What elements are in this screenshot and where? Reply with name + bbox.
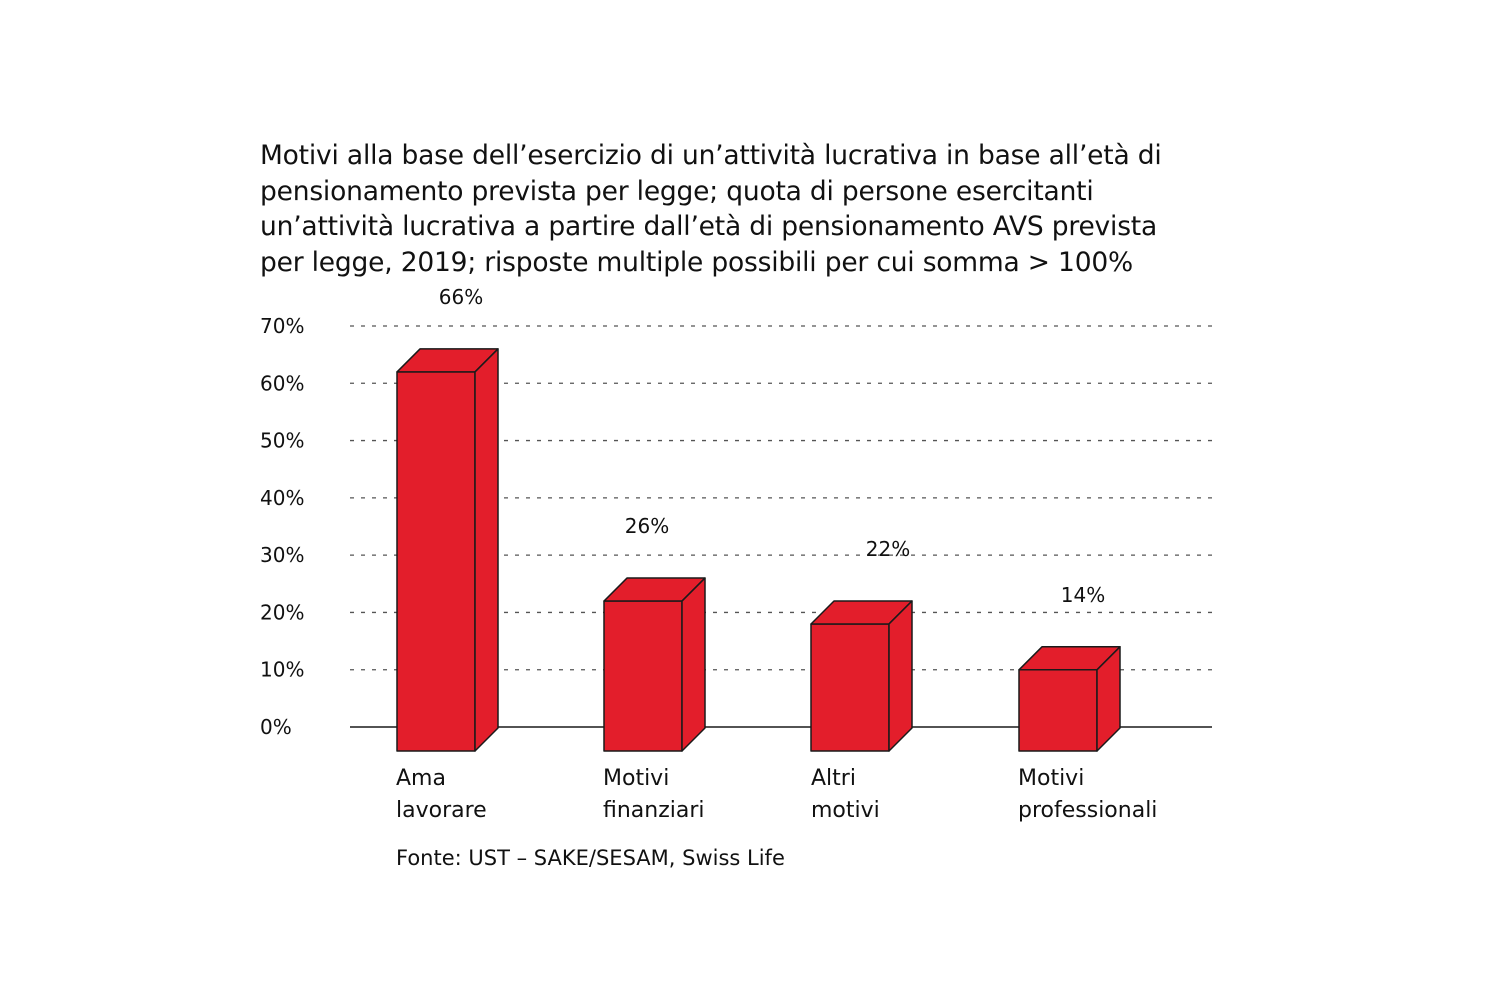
y-tick-label: 70%	[260, 314, 304, 338]
title-line: per legge, 2019; risposte multiple possi…	[260, 246, 1133, 278]
data-label: 22%	[866, 537, 910, 561]
title-line: pensionamento prevista per legge; quota …	[260, 175, 1094, 207]
y-tick-label: 30%	[260, 543, 304, 567]
bar-side	[888, 600, 913, 752]
data-label: 14%	[1061, 583, 1105, 607]
bar-side	[1096, 646, 1121, 752]
source-note: Fonte: UST – SAKE/SESAM, Swiss Life	[396, 846, 785, 870]
data-label: 26%	[625, 514, 669, 538]
category-label-line: professionali	[1018, 798, 1157, 823]
category-label-line: motivi	[811, 798, 880, 823]
category-label-line: Ama	[396, 766, 446, 791]
y-tick-label: 10%	[260, 658, 304, 682]
category-label: Motivi professionali	[1018, 766, 1157, 823]
bar-front	[603, 600, 683, 752]
y-tick-label: 20%	[260, 600, 304, 624]
category-label: Altri motivi	[811, 766, 880, 823]
bar-front	[810, 623, 890, 752]
data-labels: 66% 26% 22% 14%	[439, 285, 1105, 607]
category-label: Motivi finanziari	[603, 766, 705, 823]
bar-side	[474, 348, 499, 752]
bar-side	[681, 577, 706, 752]
y-axis-ticks: 0% 10% 20% 30% 40% 50% 60% 70%	[260, 314, 304, 739]
title-line: Motivi alla base dell’esercizio di un’at…	[260, 140, 1162, 171]
bar	[810, 600, 913, 752]
category-label-line: Motivi	[603, 766, 669, 791]
category-label-line: lavorare	[396, 798, 487, 823]
category-label: Ama lavorare	[396, 766, 487, 823]
category-label-line: Altri	[811, 766, 856, 791]
bars	[396, 348, 1121, 752]
bar	[1018, 646, 1121, 752]
y-tick-label: 50%	[260, 429, 304, 453]
category-labels: Ama lavorare Motivi finanziari Altri motivi Mo…	[396, 766, 1157, 823]
bar-front	[396, 371, 476, 752]
category-label-line: finanziari	[603, 798, 705, 823]
y-tick-label: 0%	[260, 715, 292, 739]
y-tick-label: 40%	[260, 486, 304, 510]
title-line: un’attività lucrativa a partire dall’età…	[260, 211, 1158, 242]
chart-title: Motivi alla base dell’esercizio di un’at…	[260, 138, 1250, 280]
bar-front	[1018, 669, 1098, 752]
bar	[396, 348, 499, 752]
y-tick-label: 60%	[260, 371, 304, 395]
data-label: 66%	[439, 285, 483, 309]
category-label-line: Motivi	[1018, 766, 1084, 791]
bar	[603, 577, 706, 752]
